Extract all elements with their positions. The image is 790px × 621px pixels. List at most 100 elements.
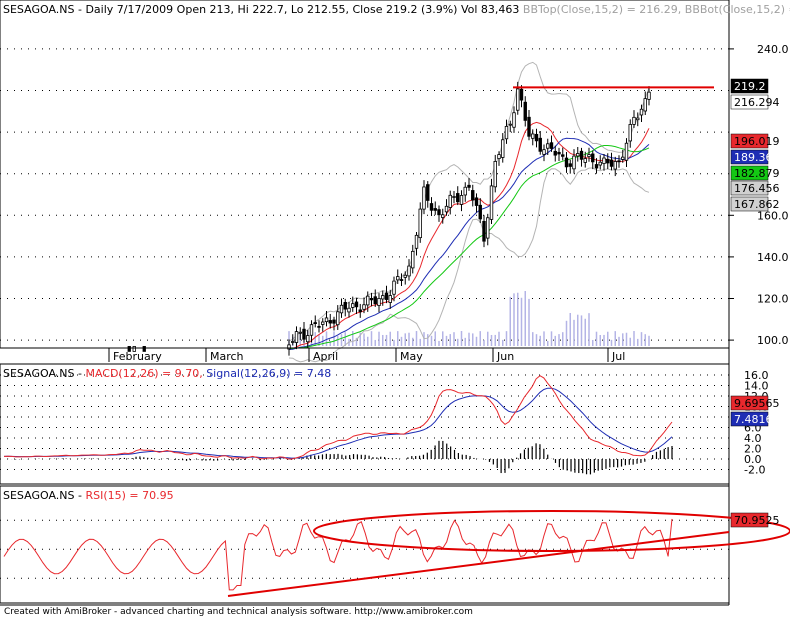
value-tag-label: 167.862 — [734, 198, 780, 211]
candle-body — [621, 156, 625, 160]
candle-body — [579, 150, 584, 160]
value-tag-label: 70.9525 — [734, 514, 780, 527]
value-tag-label: 189.367 — [734, 151, 780, 164]
candle-body — [418, 208, 422, 239]
candle-body — [531, 133, 535, 139]
candle-body — [609, 159, 614, 167]
macd-y-label: 2.0 — [744, 443, 762, 456]
candle-body — [557, 151, 561, 155]
value-tag — [730, 196, 769, 212]
candle-body — [471, 190, 475, 201]
macd-header: SESAGOA.NS - MACD(12,26) = 9.70, Signal(… — [3, 367, 331, 380]
candle-body — [587, 154, 591, 158]
macd-y-label: 4.0 — [744, 432, 762, 445]
candle-body — [358, 309, 362, 313]
candle-body — [576, 153, 580, 157]
candle-body — [336, 311, 340, 326]
candle-body — [504, 125, 509, 140]
rsi-label: RSI(15) = 70.95 — [85, 489, 173, 502]
candle-body — [519, 88, 524, 101]
candle-body — [411, 250, 415, 269]
candle-body — [448, 194, 452, 208]
price-header: SESAGOA.NS - Daily 7/17/2009 Open 213, H… — [3, 3, 790, 16]
candle-body — [606, 158, 610, 164]
candle-body — [542, 149, 546, 155]
candle-body — [422, 186, 426, 210]
candle-body — [373, 296, 377, 305]
candle-body — [403, 274, 407, 278]
macd-label: MACD(12,26) = 9.70, — [85, 367, 206, 380]
macd-y-label: -2.0 — [744, 464, 765, 477]
price-symbol: SESAGOA.NS — [3, 3, 74, 16]
candle-body — [324, 317, 329, 323]
candle-body — [508, 123, 512, 126]
bbbot-label: BBBot(Close,15,2) = — [685, 3, 790, 16]
value-tag-label: 7.48161 — [734, 413, 780, 426]
candle-body — [501, 139, 505, 158]
candle-body — [474, 197, 479, 206]
rsi-trend-annotations — [227, 510, 790, 597]
macd-line — [3, 375, 673, 460]
x-tick-label: February — [113, 350, 162, 363]
candle-body — [332, 319, 336, 324]
rsi-panel[interactable] — [0, 485, 730, 604]
candle-body — [482, 220, 486, 242]
candle-body — [306, 335, 310, 343]
value-tag — [730, 180, 769, 196]
rsi-symbol: SESAGOA.NS — [3, 489, 74, 502]
candle-body — [366, 295, 370, 306]
macd-sep: - — [74, 367, 85, 380]
candle-body — [497, 154, 501, 159]
candle-body — [377, 298, 381, 306]
rsi-sep: - — [74, 489, 85, 502]
candle-body — [523, 101, 527, 121]
candle-body — [392, 280, 396, 295]
candle-body — [426, 184, 430, 201]
candle-body — [441, 214, 445, 218]
candle-body — [317, 325, 321, 328]
candlesticks — [127, 81, 651, 356]
candle-body — [591, 153, 595, 163]
candle-body — [347, 307, 351, 313]
value-tag — [730, 411, 769, 427]
value-tag-label: 182.879 — [734, 167, 780, 180]
candle-body — [456, 193, 460, 203]
candle-body — [321, 321, 325, 325]
x-axis: February March April May Jun Jul — [0, 347, 729, 363]
candle-body — [407, 265, 411, 277]
candle-body — [512, 112, 516, 128]
macd-histogram — [7, 440, 673, 475]
price-y-axis: 100.0 120.0 140.0 160.0 240.0 — [729, 43, 789, 347]
value-tag-label: 216.294 — [734, 96, 780, 109]
value-tag-label: 9.69565 — [734, 397, 780, 410]
candle-body — [617, 160, 621, 163]
candle-body — [459, 195, 464, 205]
value-tags: 219.2 216.294 196.019 189.367 182.879 176.456… — [730, 78, 780, 528]
candle-body — [493, 161, 497, 188]
candle-body — [433, 208, 437, 211]
candle-body — [534, 133, 539, 142]
macd-panel[interactable] — [0, 363, 730, 485]
candle-body — [339, 304, 344, 314]
candle-body — [632, 116, 636, 125]
candle-body — [647, 91, 651, 100]
candle-body — [564, 157, 569, 168]
candle-body — [478, 204, 482, 220]
macd-y-label: 14.0 — [744, 380, 769, 393]
price-y-label: 140.0 — [757, 251, 789, 264]
rsi-ellipse — [313, 510, 790, 552]
macd-lines — [3, 375, 673, 460]
candle-body — [287, 344, 291, 350]
x-tick-label: March — [210, 350, 244, 363]
price-y-label: 100.0 — [757, 334, 789, 347]
x-tick-label: April — [313, 350, 338, 363]
candle-body — [546, 143, 550, 149]
value-tag — [730, 133, 769, 149]
value-tag-label: 219.2 — [734, 80, 766, 93]
candle-body — [624, 142, 629, 161]
value-tag — [730, 78, 769, 94]
candle-body — [399, 279, 404, 281]
candle-body — [636, 117, 640, 121]
bollinger-bottom — [288, 167, 650, 363]
